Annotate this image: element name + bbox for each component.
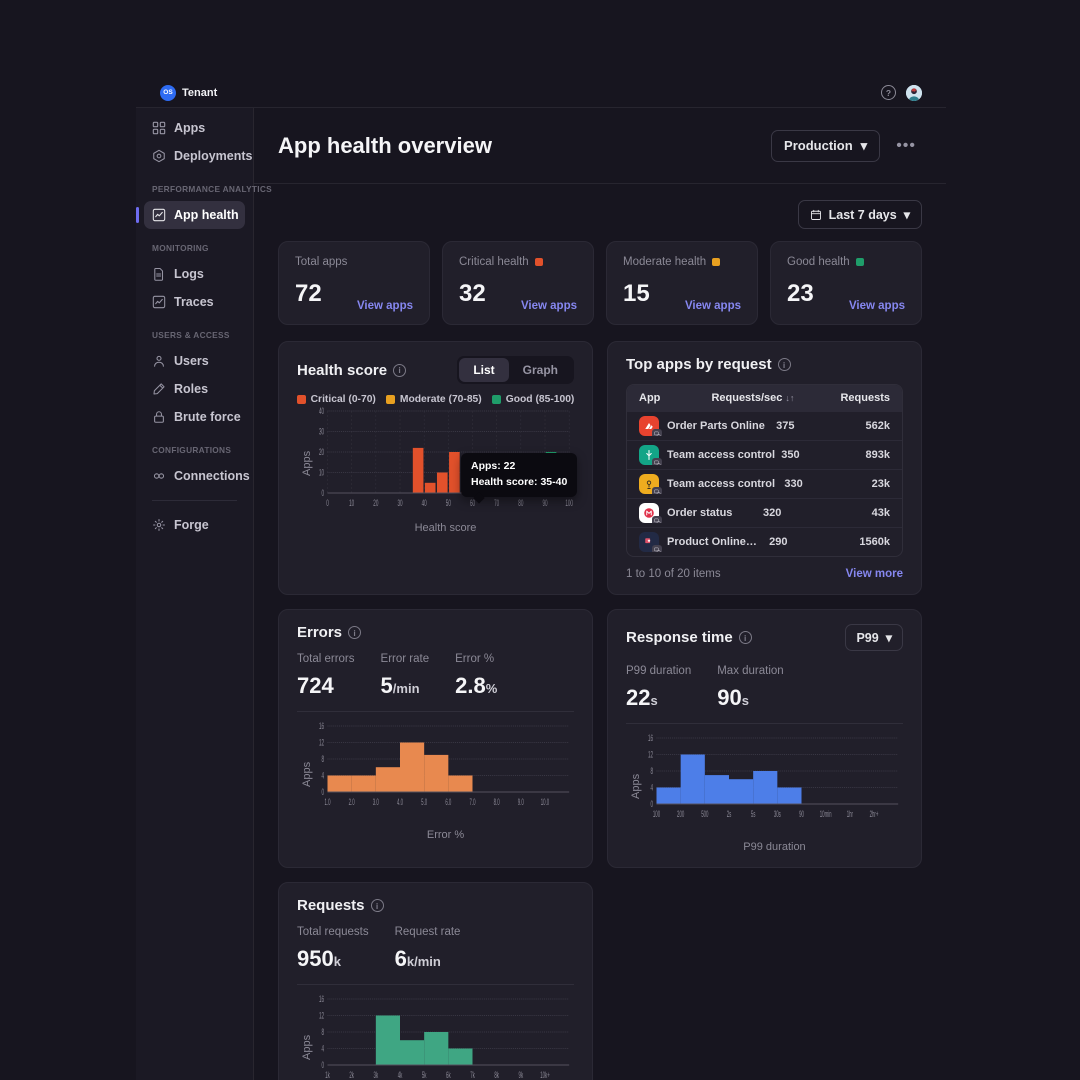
svg-text:16: 16 xyxy=(648,734,653,744)
svg-text:8: 8 xyxy=(651,765,654,776)
svg-text:500: 500 xyxy=(701,811,708,820)
svg-text:30: 30 xyxy=(397,497,402,508)
svg-text:2hr+: 2hr+ xyxy=(870,811,879,820)
svg-text:10: 10 xyxy=(349,497,354,508)
svg-text:4: 4 xyxy=(322,1043,325,1054)
svg-text:16: 16 xyxy=(319,995,324,1005)
svg-text:8: 8 xyxy=(322,1026,325,1037)
svg-text:6k: 6k xyxy=(446,1072,451,1080)
svg-text:2.0: 2.0 xyxy=(349,799,355,808)
svg-text:90: 90 xyxy=(799,811,804,820)
svg-text:10.0: 10.0 xyxy=(541,799,549,808)
svg-text:100: 100 xyxy=(653,811,660,820)
svg-text:10min: 10min xyxy=(820,811,832,820)
svg-text:1k: 1k xyxy=(325,1072,330,1080)
svg-text:8k: 8k xyxy=(494,1072,499,1080)
svg-text:100: 100 xyxy=(565,497,573,508)
svg-text:50: 50 xyxy=(446,497,451,508)
svg-text:3.0: 3.0 xyxy=(373,799,379,808)
svg-text:1.0: 1.0 xyxy=(324,799,330,808)
svg-text:0: 0 xyxy=(326,497,329,508)
svg-text:0: 0 xyxy=(651,798,654,809)
svg-text:10: 10 xyxy=(319,467,324,478)
svg-text:30s: 30s xyxy=(774,811,781,820)
svg-text:40: 40 xyxy=(422,497,427,508)
svg-text:8.0: 8.0 xyxy=(494,799,500,808)
svg-text:8: 8 xyxy=(322,753,325,764)
svg-text:5s: 5s xyxy=(751,811,756,820)
svg-text:9.0: 9.0 xyxy=(518,799,524,808)
svg-text:20: 20 xyxy=(373,497,378,508)
svg-text:16: 16 xyxy=(319,722,324,732)
svg-text:4.0: 4.0 xyxy=(397,799,403,808)
svg-text:70: 70 xyxy=(494,497,499,508)
svg-text:20: 20 xyxy=(319,446,324,457)
svg-text:10k+: 10k+ xyxy=(540,1072,550,1080)
svg-text:80: 80 xyxy=(518,497,523,508)
svg-text:1hr: 1hr xyxy=(847,811,854,820)
svg-text:40: 40 xyxy=(319,407,324,417)
svg-text:200: 200 xyxy=(677,811,684,820)
svg-text:12: 12 xyxy=(648,749,653,760)
svg-text:4: 4 xyxy=(322,770,325,781)
svg-text:12: 12 xyxy=(319,737,324,748)
svg-text:0: 0 xyxy=(322,487,325,498)
svg-text:3k: 3k xyxy=(374,1072,379,1080)
svg-text:30: 30 xyxy=(319,426,324,437)
svg-text:5.0: 5.0 xyxy=(421,799,427,808)
svg-text:4k: 4k xyxy=(398,1072,403,1080)
svg-text:6.0: 6.0 xyxy=(445,799,451,808)
svg-text:0: 0 xyxy=(322,786,325,797)
svg-text:12: 12 xyxy=(319,1010,324,1021)
svg-text:4: 4 xyxy=(651,782,654,793)
svg-text:2k: 2k xyxy=(349,1072,354,1080)
svg-text:0: 0 xyxy=(322,1059,325,1070)
svg-text:2s: 2s xyxy=(727,811,732,820)
svg-text:5k: 5k xyxy=(422,1072,427,1080)
svg-text:7k: 7k xyxy=(470,1072,475,1080)
svg-text:7.0: 7.0 xyxy=(469,799,475,808)
svg-text:90: 90 xyxy=(542,497,547,508)
svg-text:9k: 9k xyxy=(519,1072,524,1080)
